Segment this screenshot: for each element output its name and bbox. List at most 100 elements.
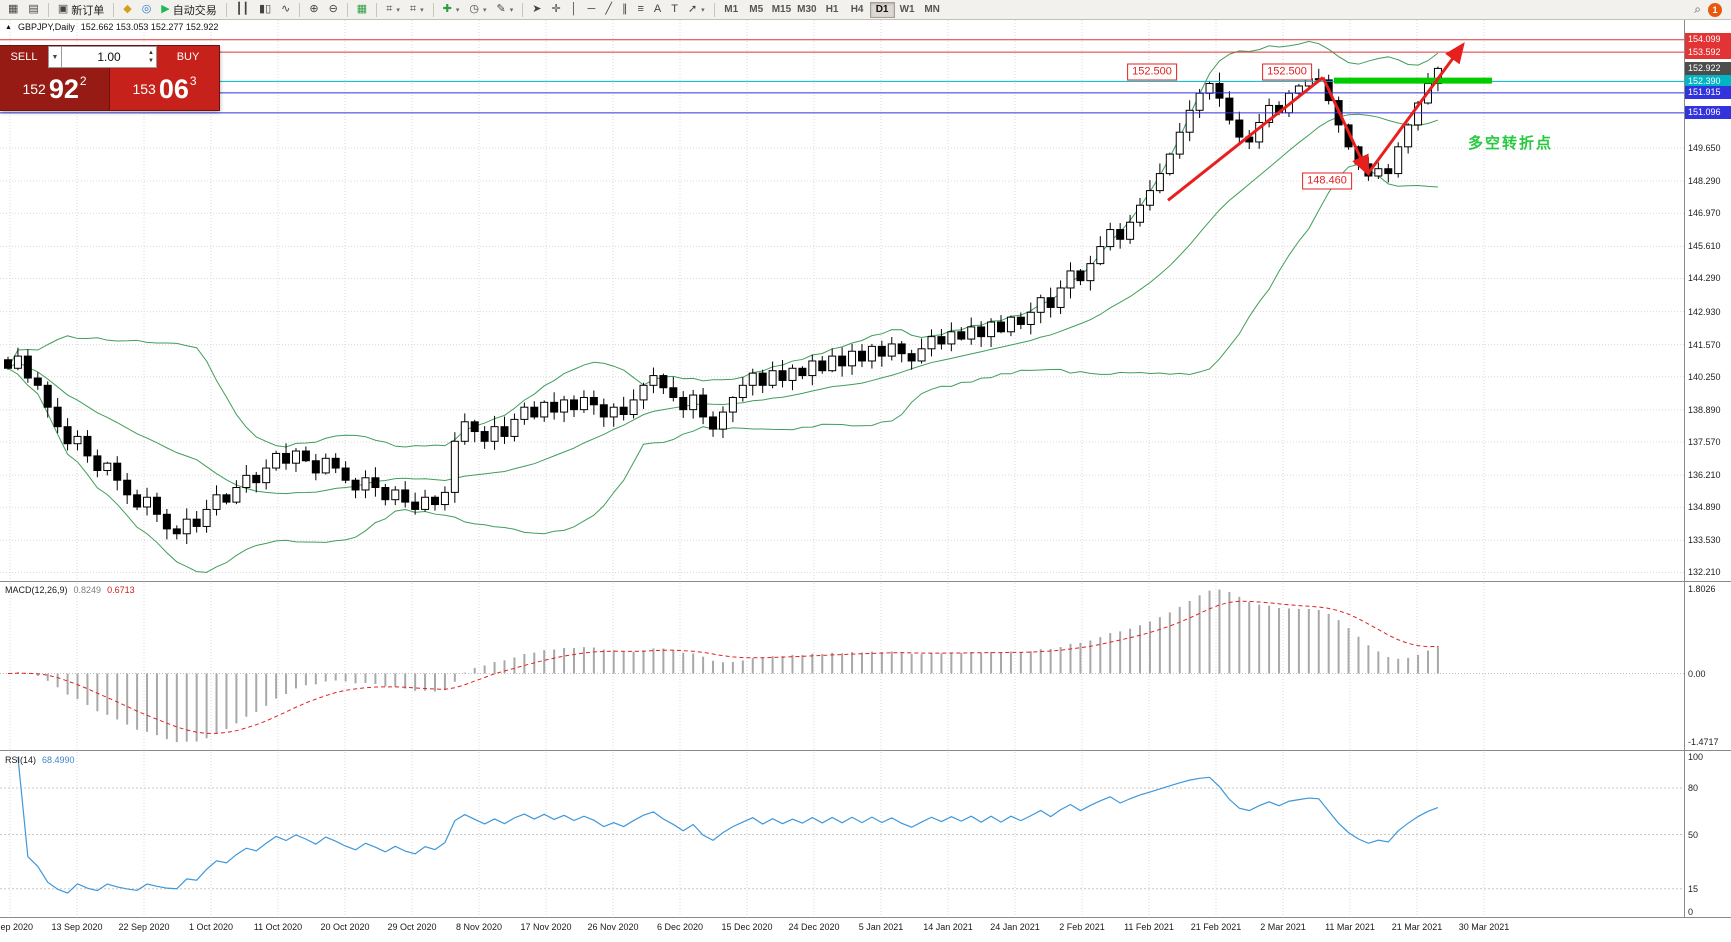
- tf-w1[interactable]: W1: [899, 4, 915, 15]
- toolbar-separator: [47, 2, 49, 17]
- price-tag[interactable]: 151.915: [1685, 86, 1731, 100]
- turning-point-note[interactable]: 多空转折点: [1468, 134, 1554, 152]
- chart-annotations: 152.500 152.500 148.460 多空转折点: [1127, 63, 1554, 190]
- notification-badge[interactable]: 1: [1708, 2, 1722, 17]
- volume-spinner[interactable]: ▲ ▼: [148, 50, 154, 64]
- tile-windows-icon[interactable]: ▦: [356, 3, 368, 15]
- price-tag[interactable]: 151.096: [1685, 106, 1731, 120]
- macd-scale-label: 0.00: [1688, 668, 1706, 679]
- panel-separator: [0, 917, 1731, 918]
- indicators-icon[interactable]: ⌗ ▾: [386, 3, 400, 15]
- price-tag[interactable]: 154.099: [1685, 33, 1731, 47]
- tf-m5[interactable]: M5: [749, 4, 764, 15]
- market-watch-icon[interactable]: ◆: [123, 3, 132, 15]
- indicator-windows-icon[interactable]: ⌗ ▾: [409, 3, 424, 15]
- rsi-scale-label: 80: [1688, 783, 1699, 793]
- price-axis-border: [1684, 20, 1685, 918]
- chart-symbol-label: GBPJPY,Daily: [17, 22, 75, 32]
- price-axis-label: 134.890: [1688, 502, 1721, 513]
- vertical-line-icon[interactable]: │: [570, 3, 578, 15]
- tf-m15[interactable]: M15: [771, 4, 792, 15]
- channel-icon[interactable]: ∥: [621, 3, 628, 15]
- macd-scale-label: 1.8026: [1688, 584, 1716, 595]
- tf-mn[interactable]: MN: [924, 4, 940, 15]
- date-axis-label: 15 Dec 2020: [721, 922, 773, 932]
- autotrading-button[interactable]: ▶ 自动交易: [161, 3, 217, 17]
- price-annotation[interactable]: 148.460: [1302, 172, 1352, 190]
- date-axis-label: 1 Oct 2020: [188, 922, 234, 932]
- data-window-icon[interactable]: ◎: [141, 3, 152, 15]
- tf-m30[interactable]: M30: [797, 4, 817, 15]
- date-axis-label: 20 Oct 2020: [320, 922, 370, 932]
- date-axis-label: 13 Sep 2020: [51, 922, 103, 932]
- main-chart-canvas[interactable]: [0, 0, 1684, 942]
- date-axis-label: 2 Feb 2021: [1059, 922, 1105, 932]
- tf-h1[interactable]: H1: [825, 4, 839, 15]
- buy-button[interactable]: 153 06 3: [109, 68, 219, 110]
- add-indicator-icon[interactable]: ✚ ▾: [442, 3, 460, 15]
- bar-chart-icon[interactable]: ┃┃: [235, 3, 250, 15]
- candlestick-chart-icon[interactable]: ▮▯: [259, 3, 272, 15]
- tf-d1[interactable]: D1: [869, 1, 895, 18]
- zoom-out-icon[interactable]: ⊖: [328, 3, 338, 15]
- label-icon[interactable]: T: [671, 3, 678, 15]
- panel-separator[interactable]: [0, 581, 1731, 582]
- sell-button[interactable]: 152 92 2: [0, 68, 109, 110]
- new-chart-icon[interactable]: ▦: [8, 3, 19, 15]
- templates-icon[interactable]: ✎ ▾: [496, 3, 514, 15]
- date-axis-label: 22 Sep 2020: [118, 922, 170, 932]
- tf-m1[interactable]: M1: [724, 4, 739, 15]
- price-axis-label: 138.890: [1688, 404, 1721, 415]
- price-tag[interactable]: 152.390: [1685, 74, 1731, 88]
- panel-separator[interactable]: [0, 750, 1731, 751]
- rsi-indicator-label: RSI(14) 68.4990: [5, 755, 75, 765]
- price-tag[interactable]: 152.922: [1685, 61, 1731, 75]
- crosshair-icon[interactable]: ✛: [551, 3, 561, 15]
- fibonacci-icon[interactable]: ≡: [637, 3, 644, 15]
- search-icon[interactable]: ⌕: [1694, 2, 1701, 16]
- price-annotation[interactable]: 152.500: [1127, 63, 1177, 81]
- price-axis-label: 141.570: [1688, 339, 1721, 350]
- price-axis-label: 142.930: [1688, 306, 1721, 317]
- trendline-icon[interactable]: ╱: [605, 3, 612, 15]
- price-axis-label: 149.650: [1688, 143, 1721, 154]
- price-axis-label: 148.290: [1688, 176, 1721, 187]
- toolbar-separator: [346, 2, 348, 17]
- new-order-button[interactable]: ▣ 新订单: [57, 3, 105, 17]
- zoom-in-icon[interactable]: ⊕: [309, 3, 319, 15]
- trade-panel-dropdown[interactable]: ▼: [48, 46, 62, 68]
- price-axis-label: 140.250: [1688, 371, 1721, 382]
- horizontal-line-icon[interactable]: ─: [587, 3, 596, 15]
- rsi-scale-label: 15: [1688, 883, 1699, 894]
- volume-input[interactable]: 1.00 ▲ ▼: [62, 46, 157, 68]
- chart-ohlc-values: 152.662 153.053 152.277 152.922: [80, 22, 219, 32]
- text-icon[interactable]: A: [653, 3, 662, 15]
- toolbar-separator: [299, 2, 301, 17]
- panel-collapse-icon[interactable]: ▲: [5, 23, 12, 31]
- toolbar-separator: [376, 2, 378, 17]
- price-axis-label: 144.290: [1688, 273, 1721, 284]
- toolbar-separator: [225, 2, 227, 17]
- price-annotation[interactable]: 152.500: [1262, 63, 1312, 81]
- price-axis-label: 132.210: [1688, 567, 1721, 578]
- date-axis-label: 6 Dec 2020: [656, 922, 704, 932]
- date-axis-label: 11 Oct 2020: [253, 922, 303, 932]
- date-axis-label: 17 Nov 2020: [520, 922, 572, 932]
- line-chart-icon[interactable]: ∿: [281, 3, 291, 15]
- date-axis-label: 5 Jan 2021: [858, 922, 904, 932]
- rsi-scale-label: 100: [1688, 752, 1704, 762]
- price-tag[interactable]: 153.592: [1685, 45, 1731, 59]
- toolbar-separator: [713, 2, 715, 17]
- profiles-icon[interactable]: ▤: [28, 3, 39, 15]
- toolbar-separator: [432, 2, 434, 17]
- cursor-icon[interactable]: ➤: [532, 3, 542, 15]
- date-axis-label: 2 Mar 2021: [1260, 922, 1306, 932]
- date-axis-label: 26 Nov 2020: [587, 922, 639, 932]
- arrows-icon[interactable]: ➚ ▾: [687, 3, 705, 15]
- tf-h4[interactable]: H4: [850, 4, 864, 15]
- price-axis-label: 146.970: [1688, 208, 1721, 219]
- date-axis-label: 30 Mar 2021: [1458, 922, 1510, 932]
- periods-icon[interactable]: ◷ ▾: [469, 3, 487, 15]
- rsi-scale-label: 50: [1688, 829, 1699, 840]
